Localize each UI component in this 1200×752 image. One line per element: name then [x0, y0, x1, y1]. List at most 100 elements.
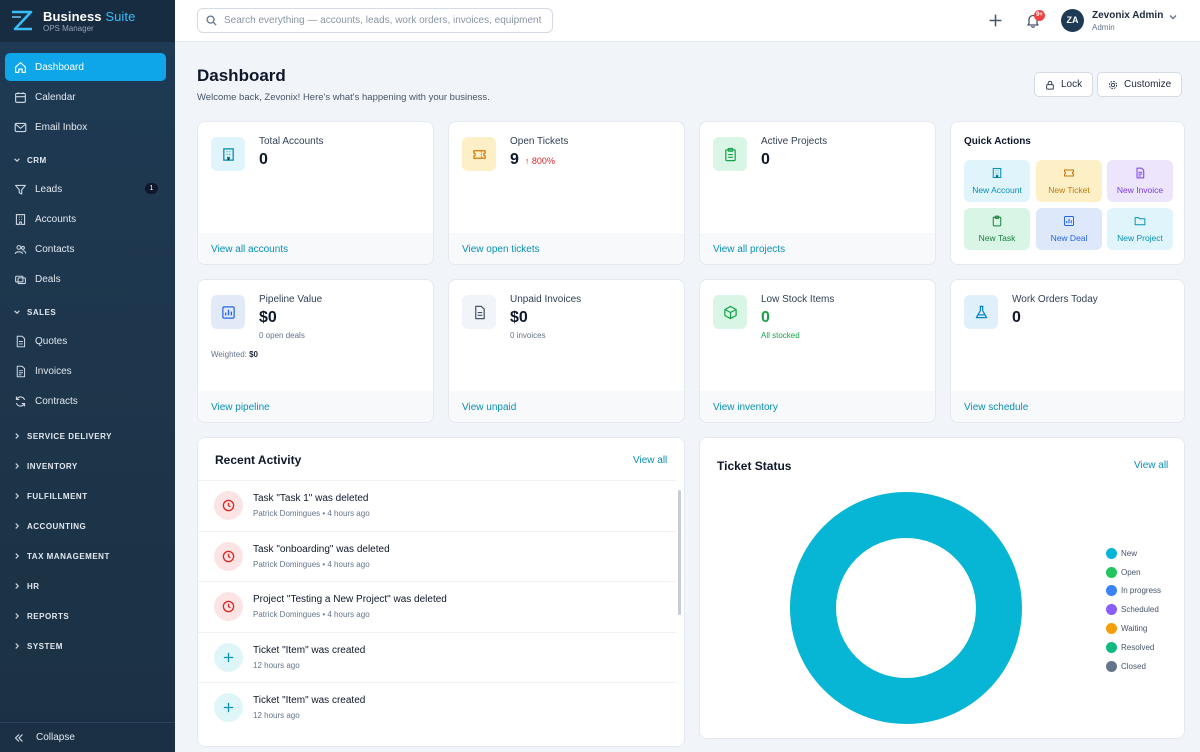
sidebar-section-tax-management[interactable]: TAX MANAGEMENT — [0, 541, 175, 571]
ticket-icon — [1064, 169, 1074, 177]
building-icon — [992, 167, 1002, 179]
stat-label: Pipeline Value — [259, 294, 323, 305]
activity-scrollbar[interactable] — [678, 490, 681, 615]
legend-label: Waiting — [1121, 624, 1148, 634]
chevron-down-icon[interactable] — [1168, 12, 1178, 22]
legend-item-waiting[interactable]: Waiting — [1106, 619, 1161, 638]
sidebar-item-accounts[interactable]: Accounts — [5, 205, 166, 233]
stat-icon-box — [211, 295, 245, 329]
activity-item[interactable]: Project "Testing a New Project" was dele… — [198, 581, 676, 632]
search-input[interactable] — [224, 15, 544, 26]
new-project-button[interactable]: New Project — [1107, 208, 1173, 250]
stat-icon-box — [713, 295, 747, 329]
legend-item-resolved[interactable]: Resolved — [1106, 638, 1161, 657]
sidebar-item-label: Contacts — [35, 243, 75, 255]
sidebar-section-hr[interactable]: HR — [0, 571, 175, 601]
sidebar-section-label: TAX MANAGEMENT — [27, 551, 110, 561]
brand[interactable]: Business Suite OPS Manager — [0, 0, 175, 42]
sidebar-item-calendar[interactable]: Calendar — [5, 83, 166, 111]
add-icon[interactable] — [988, 13, 1003, 28]
activity-item[interactable]: Ticket "Item" was created 12 hours ago — [198, 631, 676, 683]
bar-chart-icon — [1064, 216, 1074, 226]
sidebar-section-accounting[interactable]: ACCOUNTING — [0, 511, 175, 541]
view-inventory-link[interactable]: View inventory — [700, 391, 935, 422]
sidebar-section-reports[interactable]: REPORTS — [0, 601, 175, 631]
sidebar-section-crm[interactable]: CRM — [0, 145, 175, 175]
activity-item[interactable]: Task "Task 1" was deleted Patrick Domingu… — [198, 480, 676, 531]
stat-value: 9 ↑ 800% — [510, 151, 555, 168]
stat-card-low-stock: Low Stock Items 0 All stocked View inven… — [699, 279, 936, 423]
activity-text: Project "Testing a New Project" was dele… — [253, 594, 447, 606]
avatar[interactable]: ZA — [1061, 9, 1084, 32]
customize-button[interactable]: Customize — [1097, 72, 1183, 97]
view-all-tickets-link[interactable]: View all — [1134, 460, 1169, 471]
legend-label: In progress — [1121, 586, 1162, 596]
sidebar-item-email-inbox[interactable]: Email Inbox — [5, 113, 166, 141]
view-open-tickets-link[interactable]: View open tickets — [449, 233, 684, 264]
sidebar-item-dashboard[interactable]: Dashboard — [5, 53, 166, 81]
view-all-accounts-link[interactable]: View all accounts — [198, 233, 433, 264]
sidebar-item-contacts[interactable]: Contacts — [5, 235, 166, 263]
recent-activity-card: Recent Activity View all Task "Task 1" w… — [197, 437, 685, 747]
legend-item-open[interactable]: Open — [1106, 563, 1161, 582]
collapse-sidebar-button[interactable]: Collapse — [0, 722, 175, 752]
sidebar-item-label: Contracts — [35, 395, 78, 407]
sidebar-item-invoices[interactable]: Invoices — [5, 357, 166, 385]
new-task-button[interactable]: New Task — [964, 208, 1030, 250]
quick-action-label: New Task — [978, 233, 1016, 243]
activity-item[interactable]: Ticket "Item" was created 12 hours ago — [198, 682, 676, 733]
stat-sub: All stocked — [761, 331, 800, 340]
top-bar: 9+ ZA Zevonix Admin Admin — [175, 0, 1200, 42]
view-schedule-link[interactable]: View schedule — [951, 391, 1184, 422]
sidebar-item-leads[interactable]: Leads 1 — [5, 175, 166, 203]
view-all-projects-link[interactable]: View all projects — [700, 233, 935, 264]
sidebar-section-inventory[interactable]: INVENTORY — [0, 451, 175, 481]
legend-item-scheduled[interactable]: Scheduled — [1106, 600, 1161, 619]
double-chevron-left-icon — [14, 733, 23, 742]
chevron-right-icon — [15, 643, 20, 649]
sidebar-item-label: Dashboard — [35, 61, 84, 73]
activity-item[interactable]: Task "onboarding" was deleted Patrick Dom… — [198, 530, 676, 582]
users-icon — [14, 244, 27, 254]
view-pipeline-link[interactable]: View pipeline — [198, 391, 433, 422]
stat-card-active-projects: Active Projects 0 View all projects — [699, 121, 936, 265]
flask-icon — [975, 305, 987, 318]
activity-meta: 12 hours ago — [253, 711, 300, 721]
sidebar-section-system[interactable]: SYSTEM — [0, 631, 175, 661]
leads-count-badge: 1 — [145, 183, 158, 194]
new-account-button[interactable]: New Account — [964, 160, 1030, 202]
donut-slice-new[interactable] — [790, 492, 1022, 724]
global-search[interactable] — [197, 8, 553, 33]
sidebar-item-label: Invoices — [35, 365, 72, 377]
legend-item-in-progress[interactable]: In progress — [1106, 582, 1161, 601]
legend-swatch — [1106, 585, 1117, 597]
page-title: Dashboard — [197, 66, 286, 85]
new-invoice-button[interactable]: New Invoice — [1107, 160, 1173, 202]
sidebar-item-label: Deals — [35, 273, 61, 285]
sidebar-section-label: ACCOUNTING — [27, 521, 87, 531]
sidebar-section-service-delivery[interactable]: SERVICE DELIVERY — [0, 421, 175, 451]
lock-button[interactable]: Lock — [1034, 72, 1094, 97]
activity-icon-badge — [214, 642, 243, 672]
legend-swatch — [1106, 566, 1117, 578]
notification-badge: 9+ — [1034, 10, 1045, 21]
sidebar-item-quotes[interactable]: Quotes — [5, 327, 166, 355]
new-deal-button[interactable]: New Deal — [1036, 208, 1102, 250]
legend-item-new[interactable]: New — [1106, 544, 1161, 563]
view-unpaid-link[interactable]: View unpaid — [449, 391, 684, 422]
sidebar-item-deals[interactable]: Deals — [5, 265, 166, 293]
user-role: Admin — [1092, 23, 1115, 32]
legend-item-closed[interactable]: Closed — [1106, 657, 1161, 676]
brand-title: Business Suite — [43, 8, 136, 24]
sidebar-item-contracts[interactable]: Contracts — [5, 387, 166, 415]
stat-card-open-tickets: Open Tickets 9 ↑ 800% View open tickets — [448, 121, 685, 265]
sidebar-section-label: REPORTS — [27, 611, 70, 621]
view-all-activity-link[interactable]: View all — [633, 455, 668, 466]
sidebar-section-fulfillment[interactable]: FULFILLMENT — [0, 481, 175, 511]
main-content: Dashboard Welcome back, Zevonix! Here's … — [175, 42, 1200, 752]
sidebar-section-sales[interactable]: SALES — [0, 297, 175, 327]
activity-meta: Patrick Domingues • 4 hours ago — [253, 559, 370, 569]
user-name[interactable]: Zevonix Admin — [1092, 10, 1164, 21]
sidebar-item-label: Leads — [35, 183, 63, 195]
new-ticket-button[interactable]: New Ticket — [1036, 160, 1102, 202]
